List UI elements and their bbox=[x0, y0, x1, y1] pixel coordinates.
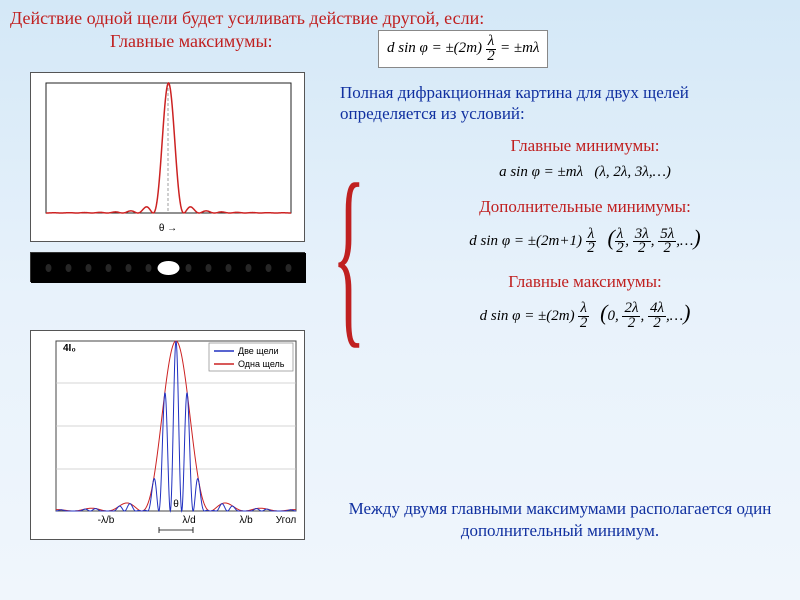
chart1-xlabel: θ → bbox=[159, 223, 177, 234]
diffraction-strip bbox=[30, 252, 305, 282]
formula-main-max: d sin φ = ±(2m) λ2 = ±mλ bbox=[387, 40, 539, 56]
formula-box-main-max: d sin φ = ±(2m) λ2 = ±mλ bbox=[378, 30, 548, 68]
footer-text: Между двумя главными максимумами распола… bbox=[340, 498, 780, 542]
legend-one-slit: Одна щель bbox=[238, 359, 285, 369]
theta-label: θ bbox=[173, 499, 179, 510]
legend-two-slit: Две щели bbox=[238, 346, 279, 356]
single-slit-svg: θ → bbox=[31, 73, 306, 243]
text-full-pattern: Полная дифракционная картина для двух ще… bbox=[340, 82, 780, 125]
chart-single-slit: θ → bbox=[30, 72, 305, 242]
chart-double-slit: Две щели Одна щель 4I₀ -λ/b λ/d λ/b Угол… bbox=[30, 330, 305, 540]
xlabel-angle: Угол bbox=[276, 515, 297, 526]
xtick-pos: λ/b bbox=[239, 515, 253, 526]
label-main-max2: Главные максимумы: bbox=[380, 272, 790, 292]
page-heading: Действие одной щели будет усиливать дейс… bbox=[0, 0, 800, 31]
diffraction-strip-svg bbox=[31, 253, 306, 283]
label-main-min: Главные минимумы: bbox=[380, 136, 790, 156]
xtick-small: λ/d bbox=[182, 515, 195, 526]
chart2-ymax: 4I₀ bbox=[63, 343, 76, 354]
label-add-min: Дополнительные минимумы: bbox=[380, 197, 790, 217]
formula-add-min: d sin φ = ±(2m+1) λ2 (λ2, 3λ2, 5λ2,…) bbox=[380, 225, 790, 256]
brace-icon: { bbox=[332, 155, 366, 355]
formula-main-min: a sin φ = ±mλ (λ, 2λ, 3λ,…) bbox=[380, 164, 790, 181]
xtick-neg: -λ/b bbox=[98, 515, 115, 526]
formula-main-max2: d sin φ = ±(2m) λ2 (0, 2λ2, 4λ2,…) bbox=[380, 300, 790, 331]
double-slit-svg: Две щели Одна щель 4I₀ -λ/b λ/d λ/b Угол… bbox=[31, 331, 306, 541]
